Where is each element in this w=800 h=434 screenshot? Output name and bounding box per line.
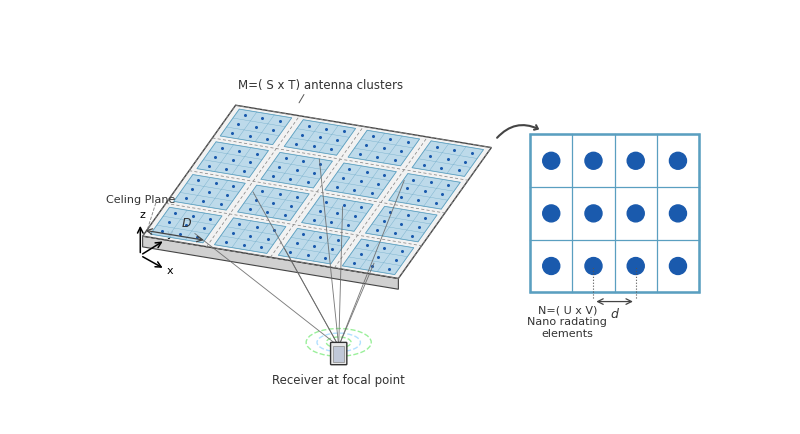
Polygon shape (220, 109, 292, 145)
Circle shape (585, 152, 602, 169)
FancyArrowPatch shape (497, 125, 538, 138)
Polygon shape (302, 196, 373, 231)
Circle shape (627, 152, 644, 169)
Text: x: x (166, 266, 173, 276)
Polygon shape (174, 174, 246, 210)
Text: M=( S x T) antenna clusters: M=( S x T) antenna clusters (238, 79, 403, 92)
Circle shape (585, 205, 602, 222)
Polygon shape (284, 120, 356, 155)
Circle shape (627, 205, 644, 222)
Circle shape (670, 152, 686, 169)
Polygon shape (342, 239, 414, 275)
Polygon shape (197, 142, 269, 178)
FancyBboxPatch shape (330, 342, 347, 365)
Polygon shape (278, 228, 350, 264)
Polygon shape (325, 163, 396, 198)
Text: y: y (166, 229, 173, 239)
Polygon shape (142, 236, 398, 289)
Circle shape (585, 257, 602, 274)
Circle shape (542, 205, 560, 222)
Polygon shape (238, 185, 309, 220)
Circle shape (670, 257, 686, 274)
Text: Receiver at focal point: Receiver at focal point (272, 374, 405, 387)
Text: z: z (140, 210, 146, 220)
Bar (530, 135, 699, 293)
Circle shape (670, 205, 686, 222)
Polygon shape (214, 218, 286, 253)
Text: N=( U x V)
Nano radating
elements: N=( U x V) Nano radating elements (527, 306, 607, 339)
Polygon shape (150, 207, 222, 243)
Circle shape (542, 257, 560, 274)
Polygon shape (366, 206, 437, 242)
Polygon shape (412, 141, 483, 176)
Circle shape (627, 257, 644, 274)
Polygon shape (261, 152, 333, 188)
Polygon shape (389, 174, 460, 209)
FancyBboxPatch shape (334, 346, 344, 362)
Polygon shape (142, 105, 491, 279)
Polygon shape (348, 130, 419, 166)
Text: d: d (610, 308, 618, 321)
Text: D: D (182, 217, 191, 230)
Text: Celing Plane: Celing Plane (106, 195, 175, 205)
Circle shape (542, 152, 560, 169)
